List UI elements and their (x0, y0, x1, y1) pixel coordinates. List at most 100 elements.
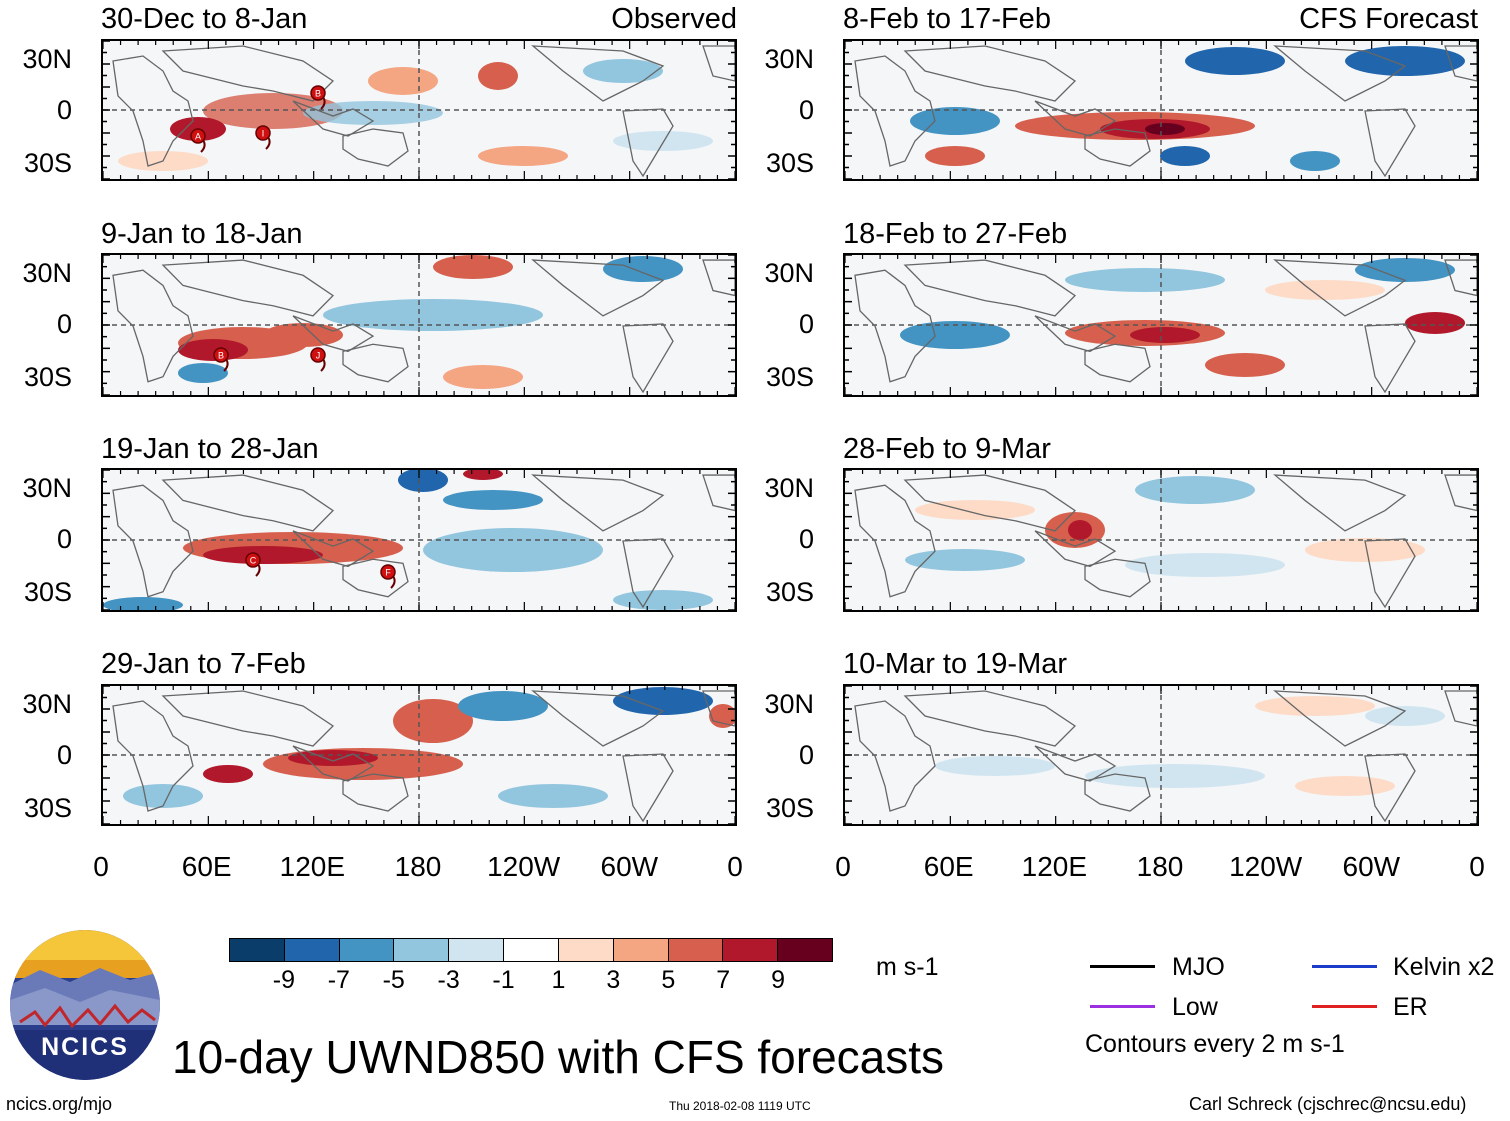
coastline-1 (903, 474, 1077, 532)
panel-title-4: 29-Jan to 7-Feb (101, 648, 306, 680)
colorbar-tick-label: 9 (771, 966, 786, 994)
coastline-1 (161, 474, 335, 532)
coastline-5 (1364, 323, 1416, 394)
coastline-2 (1034, 315, 1117, 353)
ncics-logo: NCICS (10, 930, 160, 1080)
colorbar-segment (557, 939, 613, 961)
coastline-5 (1364, 753, 1416, 823)
footer-url[interactable]: ncics.org/mjo (6, 1094, 113, 1114)
y-axis-label: 30S (765, 148, 814, 178)
coastline-3 (1084, 773, 1151, 812)
y-axis-label: 30N (764, 689, 814, 719)
storm-marker-label: I (262, 129, 265, 139)
contour-note: Contours every 2 m s-1 (1085, 1030, 1345, 1058)
legend-line-mjo (1090, 965, 1155, 968)
storm-marker-label: B (315, 89, 321, 99)
wind-field-1: A I B (103, 41, 735, 179)
coastline-0 (854, 55, 936, 167)
cfs-header: CFS Forecast (1299, 3, 1478, 35)
map-panel-1: A I B (101, 39, 737, 181)
observed-header: Observed (611, 3, 737, 35)
coastline-1 (161, 45, 335, 102)
x-axis-label: 0 (93, 851, 109, 882)
x-axis-label: 120E (279, 851, 346, 882)
storm-marker-label: C (250, 556, 257, 566)
y-axis-label: 0 (56, 309, 72, 339)
colorbar-tick-label: -3 (437, 966, 460, 994)
x-axis-label: 120W (1229, 851, 1303, 882)
panel-title-7: 28-Feb to 9-Mar (843, 433, 1051, 465)
map-panel-6 (843, 253, 1479, 397)
colorbar-segment (230, 939, 284, 961)
x-axis-label: 0 (727, 851, 743, 882)
colorbar-segment (283, 939, 339, 961)
coastline-6 (1444, 259, 1477, 297)
legend-line-low (1090, 1005, 1155, 1008)
x-axis-label: 0 (1469, 851, 1485, 882)
coastline-2 (1034, 745, 1117, 782)
footer-timestamp: Thu 2018-02-08 1119 UTC (669, 1099, 811, 1113)
coastline-6 (702, 259, 735, 297)
x-axis-label: 60E (181, 851, 232, 882)
legend-label-mjo: MJO (1172, 953, 1225, 981)
panel-title-1: 30-Dec to 8-Jan (101, 3, 308, 35)
wind-field-5 (845, 41, 1477, 179)
storm-marker-label: B (218, 351, 224, 361)
panel-title-2: 9-Jan to 18-Jan (101, 218, 303, 250)
y-axis-label: 0 (798, 524, 814, 554)
y-axis-label: 30N (22, 689, 72, 719)
colorbar-tick-label: -7 (327, 966, 350, 994)
coastline-4 (1273, 474, 1407, 532)
colorbar-tick-label: 5 (661, 966, 676, 994)
storm-marker-icon: A (190, 128, 206, 153)
colorbar-tick-label: 7 (716, 966, 731, 994)
y-axis-label: 30N (22, 473, 72, 503)
y-axis-label: 30S (765, 362, 814, 392)
coastline-6 (702, 690, 735, 727)
logo-text: NCICS (41, 1033, 129, 1061)
coastline-5 (622, 753, 674, 823)
map-panel-4 (101, 684, 737, 826)
y-axis-label: 30S (765, 577, 814, 607)
coastline-0 (112, 269, 194, 383)
wind-field-7 (845, 470, 1477, 610)
y-axis-label: 0 (56, 740, 72, 770)
storm-marker-label: A (195, 132, 201, 142)
colorbar-segment (777, 939, 832, 961)
storm-marker-icon: F (380, 564, 396, 589)
legend-line-kelvin (1312, 965, 1377, 968)
y-axis-label: 30N (22, 44, 72, 74)
wind-field-6 (845, 255, 1477, 395)
y-axis-label: 0 (798, 95, 814, 125)
map-panel-5 (843, 39, 1479, 181)
coastline-0 (112, 55, 194, 167)
x-axis-label: 60W (1342, 851, 1401, 882)
main-title: 10-day UWND850 with CFS forecasts (172, 1031, 945, 1083)
wind-field-2: B J (103, 255, 735, 395)
coastline-4 (1273, 45, 1407, 102)
y-axis-label: 30S (23, 793, 72, 823)
y-axis-label: 30N (764, 258, 814, 288)
coastline-3 (342, 773, 409, 812)
x-axis-label: 120E (1021, 851, 1088, 882)
footer-author: Carl Schreck (cjschrec@ncsu.edu) (1189, 1094, 1467, 1114)
colorbar-tick-label: 1 (551, 966, 566, 994)
coastline-6 (702, 474, 735, 512)
coastline-3 (1084, 128, 1151, 167)
x-axis-label: 60E (923, 851, 974, 882)
colorbar-units: m s-1 (876, 953, 939, 981)
panel-title-5: 8-Feb to 17-Feb (843, 3, 1051, 35)
coastline-5 (622, 538, 674, 609)
y-axis-label: 0 (56, 95, 72, 125)
y-axis-label: 30S (23, 362, 72, 392)
colorbar-tick-label: 3 (606, 966, 621, 994)
map-panel-7 (843, 468, 1479, 612)
storm-marker-label: J (316, 351, 321, 361)
panel-title-6: 18-Feb to 27-Feb (843, 218, 1068, 250)
coastline-2 (292, 100, 375, 137)
colorbar (229, 938, 833, 962)
legend-label-low: Low (1172, 993, 1218, 1021)
y-axis-label: 0 (798, 740, 814, 770)
coastline-2 (292, 745, 375, 782)
colorbar-tick-label: -5 (382, 966, 405, 994)
